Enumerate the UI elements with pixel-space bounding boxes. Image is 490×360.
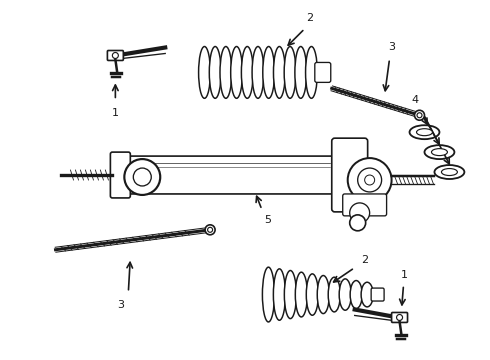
Ellipse shape [424, 145, 454, 159]
Ellipse shape [339, 279, 351, 310]
Circle shape [112, 53, 119, 58]
Ellipse shape [317, 275, 329, 314]
Circle shape [205, 225, 215, 235]
FancyBboxPatch shape [343, 194, 387, 216]
Text: 3: 3 [388, 42, 395, 53]
Ellipse shape [242, 46, 253, 98]
Ellipse shape [273, 46, 285, 98]
Circle shape [365, 175, 375, 185]
Ellipse shape [198, 46, 210, 98]
Circle shape [358, 168, 382, 192]
Ellipse shape [361, 282, 373, 307]
Text: 1: 1 [112, 108, 119, 118]
Ellipse shape [284, 46, 296, 98]
FancyBboxPatch shape [392, 312, 408, 323]
Ellipse shape [416, 129, 433, 136]
Ellipse shape [295, 272, 307, 317]
Ellipse shape [295, 46, 307, 98]
Ellipse shape [432, 149, 447, 156]
Text: 1: 1 [401, 270, 408, 280]
Text: 2: 2 [306, 13, 314, 23]
Circle shape [348, 158, 392, 202]
Ellipse shape [263, 46, 274, 98]
Ellipse shape [252, 46, 264, 98]
Circle shape [124, 159, 160, 195]
Text: 2: 2 [361, 255, 368, 265]
Ellipse shape [231, 46, 243, 98]
Circle shape [350, 215, 366, 231]
Ellipse shape [263, 267, 274, 322]
Ellipse shape [306, 46, 318, 98]
Ellipse shape [410, 125, 440, 139]
FancyBboxPatch shape [371, 288, 384, 301]
Ellipse shape [306, 274, 318, 315]
Ellipse shape [435, 165, 465, 179]
Circle shape [396, 315, 403, 320]
Circle shape [350, 203, 369, 223]
Ellipse shape [220, 46, 232, 98]
Text: 3: 3 [117, 300, 124, 310]
Ellipse shape [273, 269, 286, 320]
Text: 5: 5 [265, 215, 271, 225]
Ellipse shape [209, 46, 221, 98]
Ellipse shape [328, 277, 340, 312]
Circle shape [133, 168, 151, 186]
FancyBboxPatch shape [107, 50, 123, 60]
FancyBboxPatch shape [315, 62, 331, 82]
Circle shape [417, 113, 422, 118]
Text: 4: 4 [411, 95, 418, 105]
Ellipse shape [350, 280, 362, 309]
FancyBboxPatch shape [332, 138, 368, 212]
Circle shape [208, 227, 213, 232]
Ellipse shape [284, 270, 296, 319]
FancyBboxPatch shape [118, 156, 343, 194]
FancyBboxPatch shape [110, 152, 130, 198]
Ellipse shape [441, 168, 457, 176]
Circle shape [415, 110, 424, 120]
